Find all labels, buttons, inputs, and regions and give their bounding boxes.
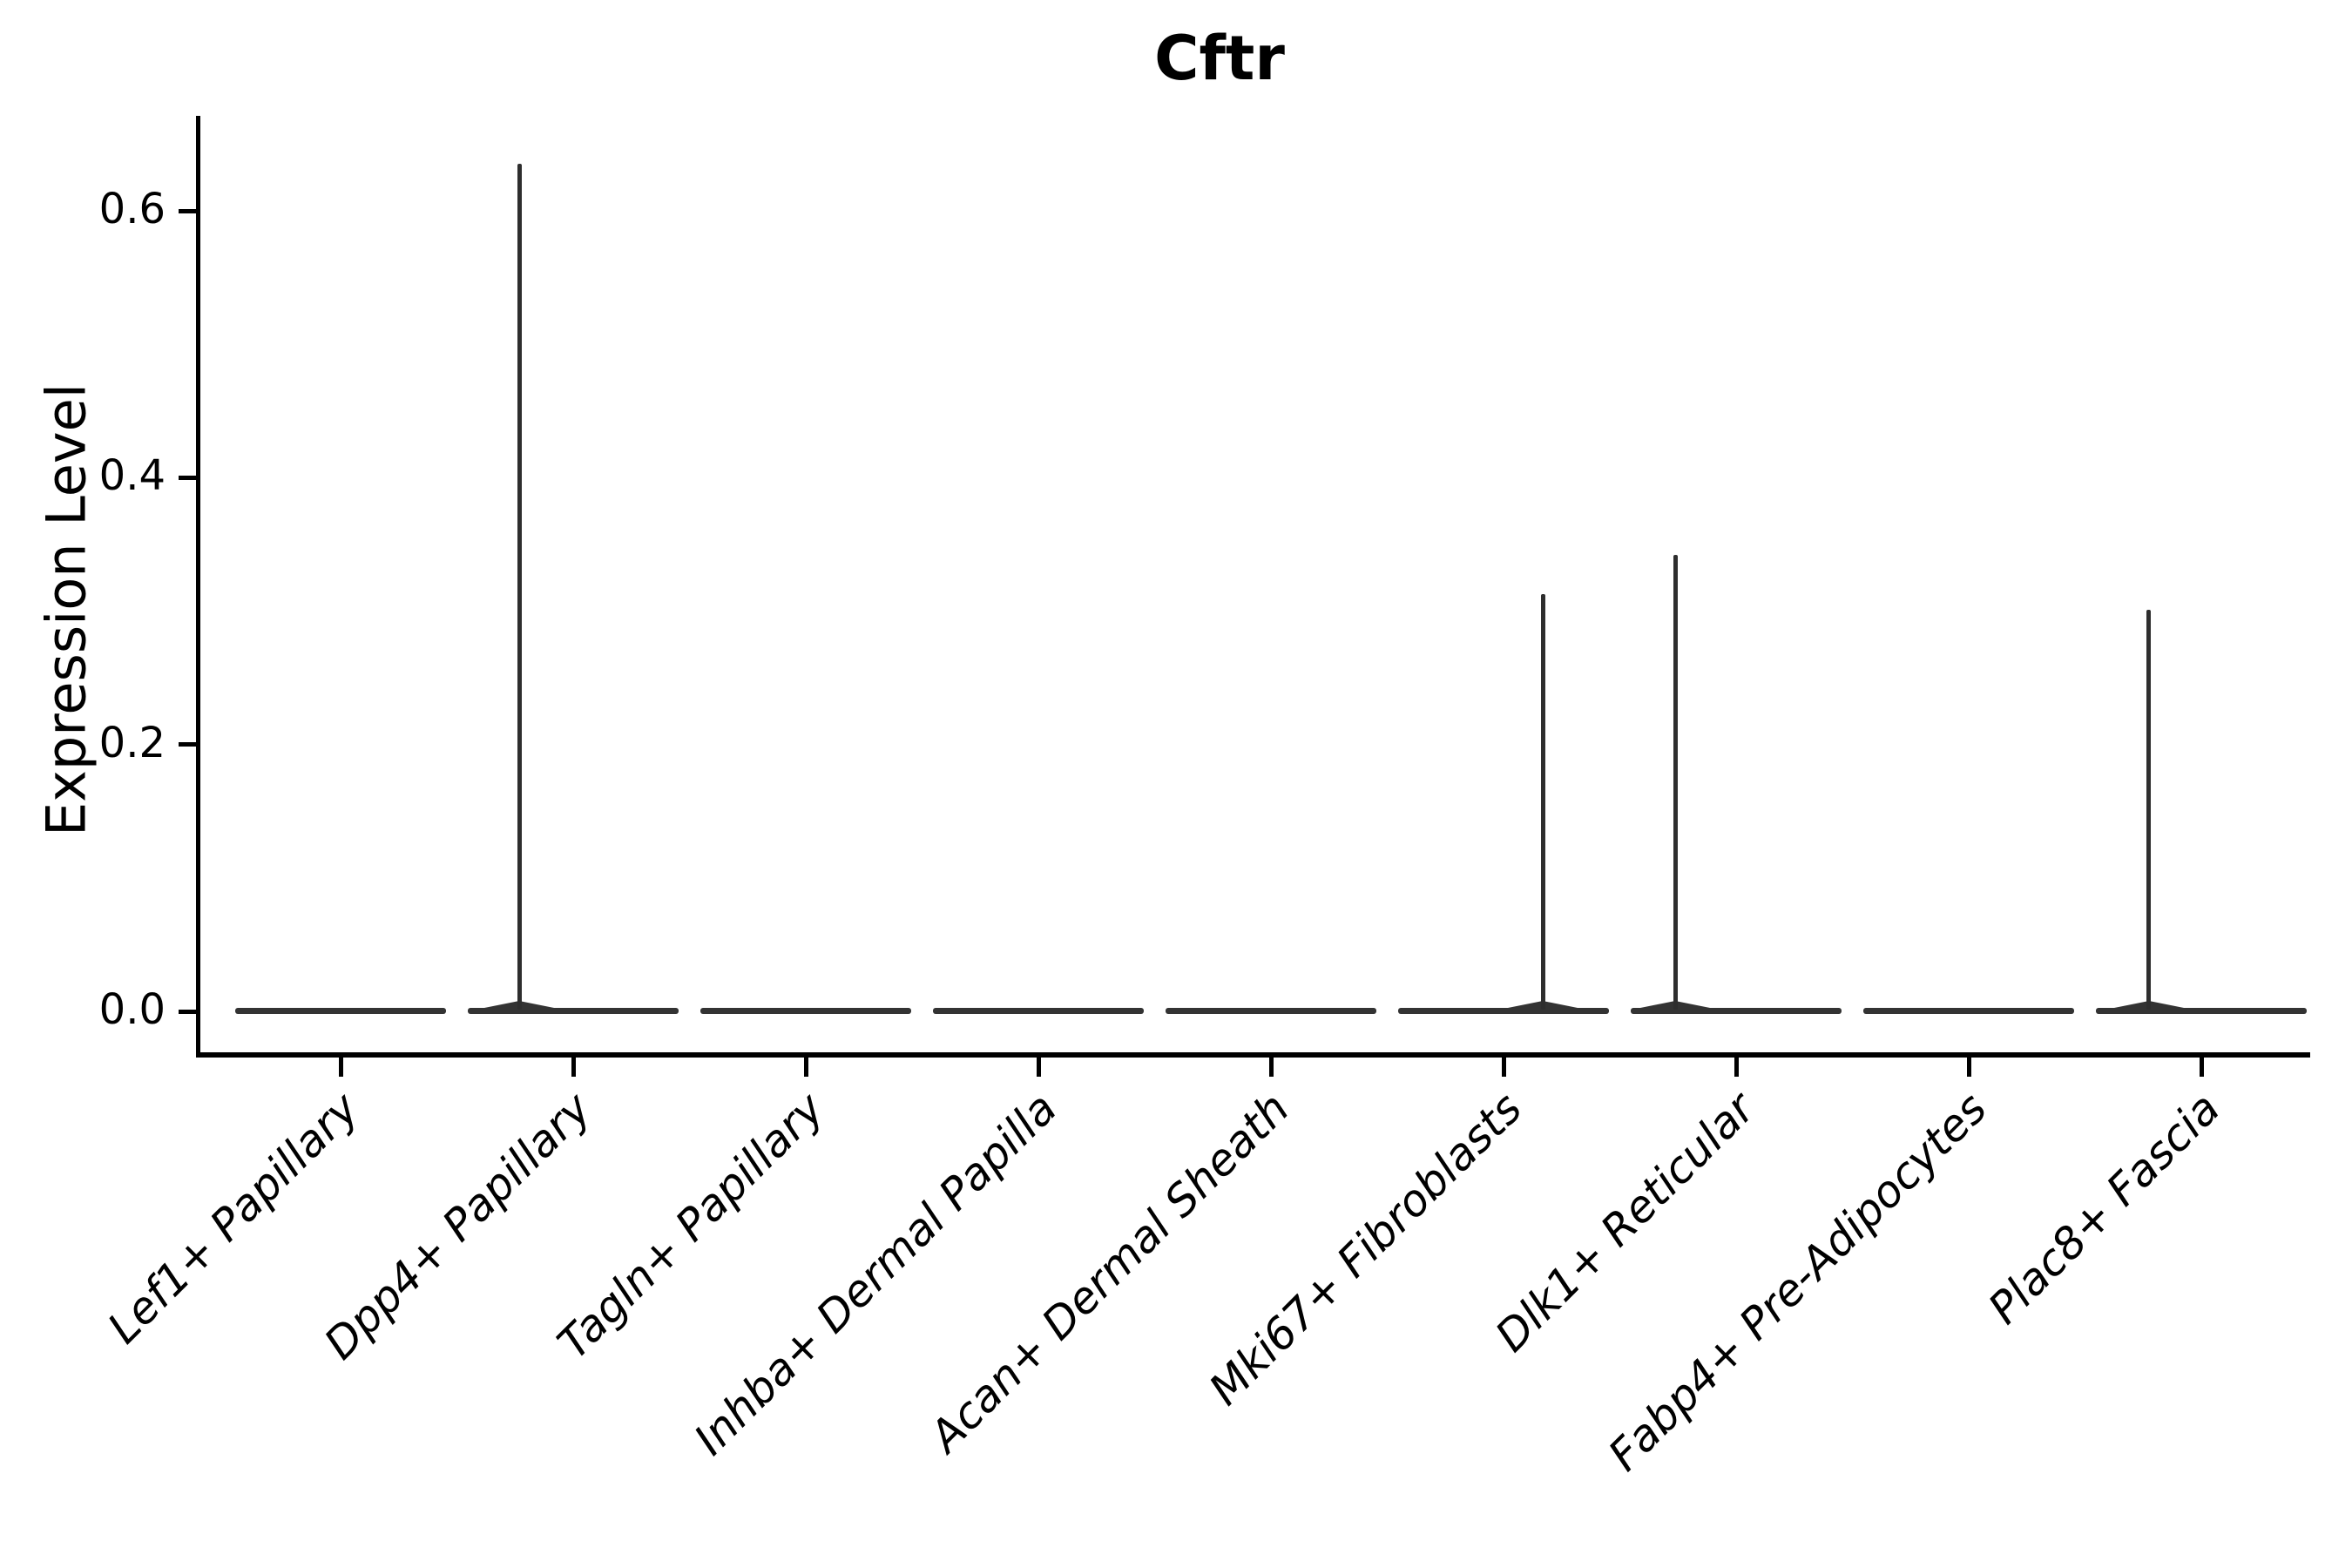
violin-body <box>1631 1008 1842 1014</box>
x-tick <box>1966 1058 1971 1077</box>
y-tick <box>179 208 198 213</box>
x-tick-label: Plac8+ Fascia <box>1978 1083 2230 1335</box>
x-tick <box>2199 1058 2204 1077</box>
violin-spike <box>1540 593 1545 1010</box>
y-tick-label: 0.2 <box>98 718 166 767</box>
y-tick <box>179 1009 198 1014</box>
x-tick <box>338 1058 343 1077</box>
x-tick <box>1501 1058 1506 1077</box>
violin-body <box>1863 1008 2074 1014</box>
y-tick-label: 0.4 <box>98 451 166 501</box>
violin-body <box>700 1008 911 1014</box>
violin-body <box>235 1008 446 1014</box>
violin-spike <box>1673 555 1678 1010</box>
violin-body <box>1166 1008 1376 1014</box>
x-tick-label: Fabp4+ Pre-Adipocytes <box>1598 1083 1997 1481</box>
violin-body <box>933 1008 1144 1014</box>
x-tick <box>1734 1058 1739 1077</box>
y-axis-label: Expression Level <box>34 383 98 836</box>
violin-body <box>1398 1008 1609 1014</box>
chart-title: Cftr <box>1154 23 1285 94</box>
violin-spike <box>517 164 522 1010</box>
violin-spike <box>2146 610 2152 1010</box>
violin-body <box>2096 1008 2307 1014</box>
x-axis-spine <box>196 1052 2310 1058</box>
y-tick <box>179 742 198 747</box>
x-tick <box>1036 1058 1041 1077</box>
x-tick-label: Dlk1+ Reticular <box>1485 1083 1765 1362</box>
x-tick <box>571 1058 576 1077</box>
violin-body <box>468 1008 679 1014</box>
y-axis-spine <box>196 116 200 1058</box>
x-tick <box>803 1058 808 1077</box>
y-tick-label: 0.6 <box>98 185 166 234</box>
x-tick <box>1268 1058 1274 1077</box>
x-tick-label: Lef1+ Papillary <box>98 1083 369 1354</box>
y-tick <box>179 475 198 480</box>
y-tick-label: 0.0 <box>98 985 166 1034</box>
